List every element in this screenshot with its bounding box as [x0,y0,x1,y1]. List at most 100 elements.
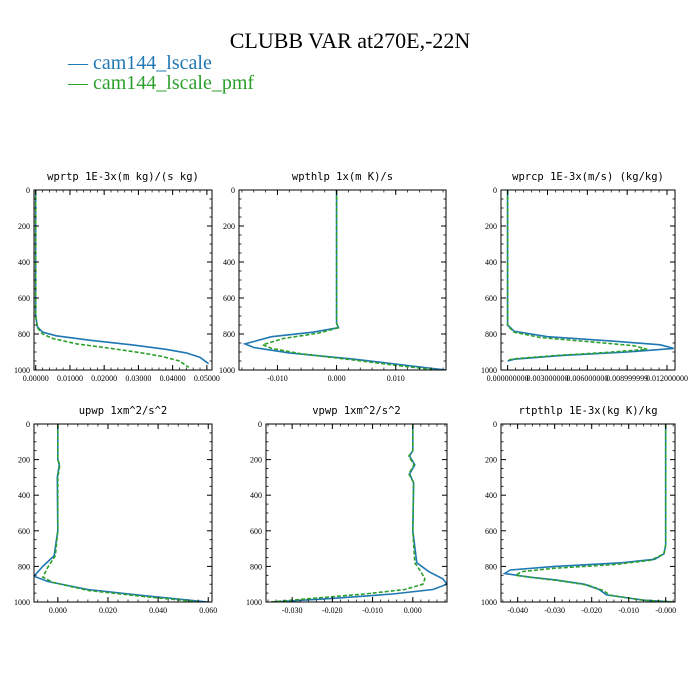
x-tick-label: -0.030 [282,606,303,615]
y-tick-label: 200 [18,456,30,465]
series-line-cam144-lscale-pmf [506,190,648,361]
chart-panel: wpthlp 1x(m K)/s 0 200 400 600 800 1000 -0.010 0… [219,171,447,383]
x-tick-label: -0.000 [655,606,676,615]
y-tick-label: 200 [485,456,497,465]
series-line-cam144-lscale-pmf [513,424,675,602]
y-tick-label: 400 [250,491,262,500]
y-tick-label: 200 [223,222,235,231]
plot-frame [500,423,676,603]
y-tick-label: 0 [493,420,497,429]
plot-frame [33,189,213,371]
chart-title: upwp 1xm^2/s^2 [79,405,168,417]
chart-panel: wprcp 1E-3x(m/s) (kg/kg) 0 200 400 600 800 100… [481,171,688,383]
chart-title: wprcp 1E-3x(m/s) (kg/kg) [512,171,664,183]
x-tick-label: -0.040 [507,606,528,615]
x-tick-label: -0.010 [618,606,639,615]
series-line-cam144-lscale [34,190,210,365]
chart-panel: upwp 1xm^2/s^2 0 200 400 600 800 1000 0.000 0.02… [14,405,217,615]
y-tick-label: 1000 [246,598,262,607]
series-line-cam144-lscale-pmf [41,424,201,602]
plot-frame [33,423,213,603]
y-tick-label: 600 [485,294,497,303]
series-line-cam144-lscale-pmf [34,190,190,368]
y-tick-label: 400 [18,491,30,500]
y-tick-label: 200 [485,222,497,231]
y-tick-label: 1000 [219,366,235,375]
legend-line-icon: — [68,72,93,94]
y-tick-label: 200 [18,222,30,231]
x-tick-label: 0.006000000 [566,374,608,383]
y-tick-label: 400 [18,258,30,267]
y-tick-label: 1000 [481,366,497,375]
y-tick-label: 600 [18,294,30,303]
x-tick-label: 0.020 [99,606,117,615]
x-tick-label: -0.030 [544,606,565,615]
plot-frame [500,189,676,371]
x-tick-label: 0.012000000 [646,374,688,383]
x-tick-label: 0.000 [328,374,346,383]
series-line-cam144-lscale-pmf [260,190,438,370]
y-tick-label: 0 [26,420,30,429]
x-tick-label: 0.01000 [57,374,83,383]
y-tick-label: 400 [485,491,497,500]
y-tick-label: 600 [223,294,235,303]
chart-title: wpthlp 1x(m K)/s [292,171,393,183]
x-tick-label: 0.03000 [125,374,151,383]
y-tick-label: 800 [485,330,497,339]
y-tick-label: 200 [250,456,262,465]
x-tick-label: -0.010 [362,606,383,615]
series-line-cam144-lscale [34,424,209,602]
y-tick-label: 0 [258,420,262,429]
y-tick-label: 0 [231,186,235,195]
legend-label: cam144_lscale_pmf [93,72,255,94]
x-tick-label: 0.05000 [194,374,220,383]
chart-title: vpwp 1xm^2/s^2 [312,405,401,417]
series-line-cam144-lscale [271,424,447,602]
x-tick-label: 0.000000000 [487,374,529,383]
series-line-cam144-lscale [242,190,446,370]
x-tick-label: 0.040 [149,606,167,615]
y-tick-label: 0 [26,186,30,195]
y-tick-label: 800 [485,562,497,571]
chart-panel: vpwp 1xm^2/s^2 0 200 400 600 800 1000 -0.030 -0.… [246,405,448,615]
y-tick-label: 800 [223,330,235,339]
chart-title: wprtp 1E-3x(m kg)/(s kg) [47,171,199,183]
series-line-cam144-lscale-pmf [269,424,426,602]
chart-panel: rtpthlp 1E-3x(kg K)/kg 0 200 400 600 800 1000 -… [481,405,676,615]
legend-item-cam144-lscale-pmf: — cam144_lscale_pmf [68,72,254,94]
y-tick-label: 600 [250,527,262,536]
x-tick-label: 0.04000 [160,374,186,383]
x-tick-label: -0.020 [322,606,343,615]
figure-title: CLUBB VAR at270E,-22N [229,28,471,53]
plot-frame [265,423,448,603]
y-tick-label: 600 [18,527,30,536]
series-line-cam144-lscale [502,424,675,602]
y-tick-label: 1000 [481,598,497,607]
chart-panel: wprtp 1E-3x(m kg)/(s kg) 0 200 400 600 800 100… [14,171,220,383]
x-tick-label: -0.010 [267,374,288,383]
x-tick-label: 0.00000 [23,374,49,383]
x-tick-label: -0.020 [581,606,602,615]
plot-frame [238,189,447,371]
y-tick-label: 1000 [14,598,30,607]
x-tick-label: 0.000 [404,606,422,615]
x-tick-label: 0.000 [49,606,67,615]
legend-line-icon: — [68,52,93,74]
x-tick-label: 0.02000 [91,374,117,383]
x-tick-label: 0.060 [199,606,217,615]
y-tick-label: 800 [18,562,30,571]
y-tick-label: 0 [493,186,497,195]
y-tick-label: 600 [485,527,497,536]
legend-item-cam144-lscale: — cam144_lscale [68,52,212,74]
x-tick-label: 0.003000000 [526,374,568,383]
y-tick-label: 400 [485,258,497,267]
y-tick-label: 1000 [14,366,30,375]
x-tick-label: 0.010 [387,374,405,383]
x-tick-label: 0.008999999 [606,374,648,383]
y-tick-label: 400 [223,258,235,267]
y-tick-label: 800 [18,330,30,339]
legend-label: cam144_lscale [93,52,212,74]
chart-title: rtpthlp 1E-3x(kg K)/kg [518,405,657,417]
y-tick-label: 800 [250,562,262,571]
